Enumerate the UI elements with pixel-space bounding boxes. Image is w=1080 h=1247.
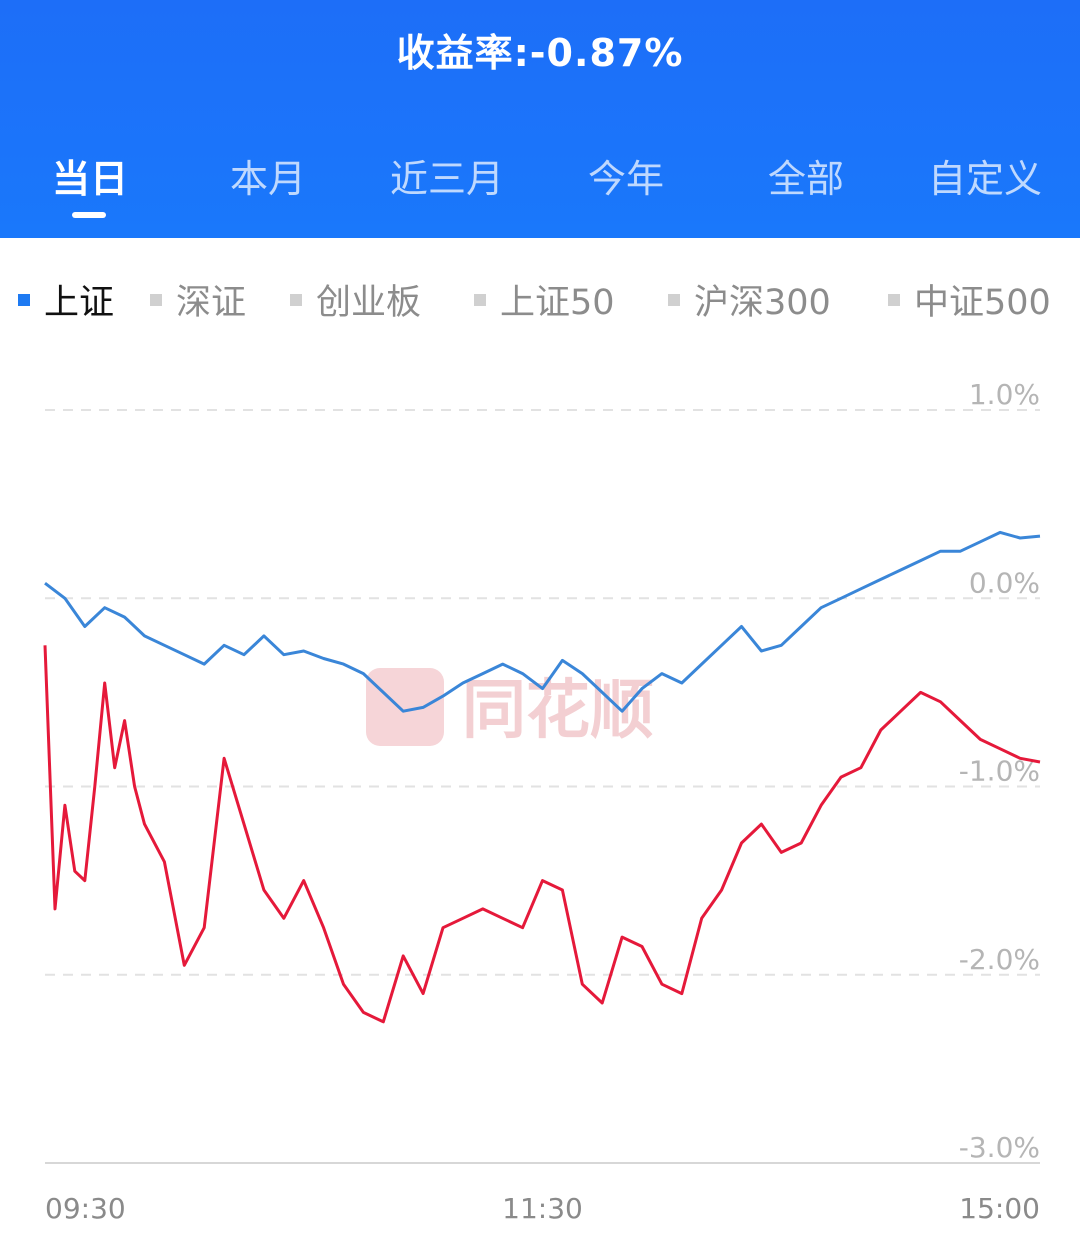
y-tick-label: -3.0% [959,1131,1040,1164]
watermark-text: 同花顺 [462,674,654,748]
index-label: 中证500 [914,283,1051,323]
index-label: 沪深300 [694,283,831,323]
index-label: 上证50 [500,283,615,323]
tab-all[interactable]: 全部 [767,157,844,201]
y-tick-label: 1.0% [969,378,1040,411]
active-tab-indicator [72,212,106,218]
y-tick-label: 0.0% [969,566,1040,599]
index-csi500[interactable]: 中证500 [888,278,1051,328]
index-sse50[interactable]: 上证50 [474,278,615,328]
index-selector: 上证 深证 创业板 上证50 沪深300 中证500 [0,278,1080,328]
index-shanghai[interactable]: 上证 [18,278,114,328]
watermark-logo: 同花顺 [366,668,654,748]
period-tabs: 当日 本月 近三月 今年 全部 自定义 [0,148,1080,218]
tab-month[interactable]: 本月 [229,157,306,201]
chart-svg: 1.0%0.0%-1.0%-2.0%-3.0% 同花顺 09:30 11:30 15… [43,378,1041,1225]
index-label: 创业板 [316,283,422,323]
tab-year[interactable]: 今年 [587,157,664,201]
header-bar: 收益率:-0.87% 当日 本月 近三月 今年 全部 自定义 [0,0,1080,238]
index-color-marker [668,294,680,306]
index-color-marker [474,294,486,306]
x-tick-label: 09:30 [45,1192,126,1225]
x-tick-label: 15:00 [959,1192,1040,1225]
index-color-marker [18,294,30,306]
index-color-marker [888,294,900,306]
index-label: 上证 [44,283,115,323]
index-color-marker [150,294,162,306]
y-tick-label: -2.0% [959,943,1040,976]
tab-today[interactable]: 当日 [51,157,128,201]
index-label: 深证 [176,283,247,323]
yield-title: 收益率:-0.87% [396,31,684,75]
tab-custom[interactable]: 自定义 [927,157,1042,201]
tab-three-months[interactable]: 近三月 [389,157,504,201]
index-chinext[interactable]: 创业板 [290,278,421,328]
index-color-marker [290,294,302,306]
index-shenzhen[interactable]: 深证 [150,278,246,328]
benchmark-line [44,530,1041,713]
x-tick-label: 11:30 [502,1192,583,1225]
yield-chart: 1.0% 0.0% -1.0% -2.0% -3.0% 同花顺 09:30 11:30 15… [0,360,1080,1243]
portfolio-return-line [43,645,1041,1024]
index-csi300[interactable]: 沪深300 [668,278,831,328]
